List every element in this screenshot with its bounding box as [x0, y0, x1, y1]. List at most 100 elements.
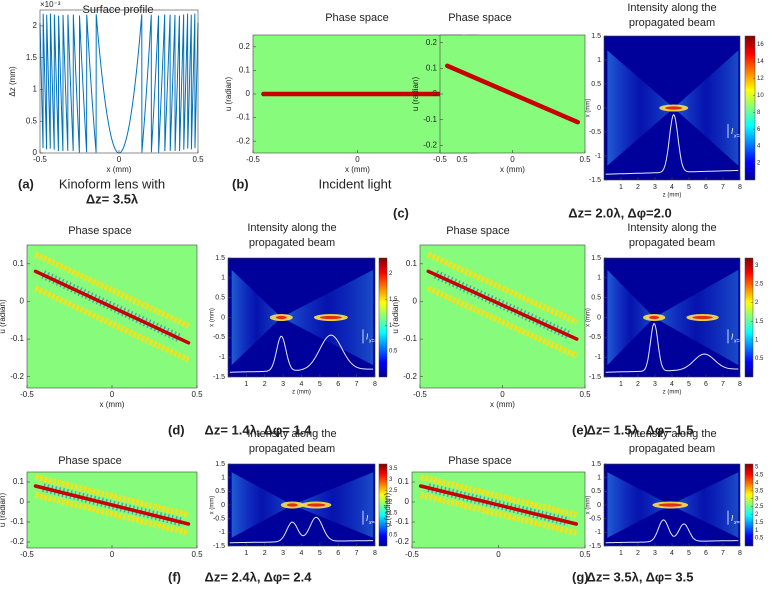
- panel-title: Intensity along the: [627, 222, 716, 234]
- phase-band: [445, 63, 580, 125]
- x-tick-label: 6: [704, 550, 708, 557]
- y-tick-label: 0.1: [13, 259, 25, 268]
- panel-title: Phase space: [448, 12, 512, 24]
- heatmap-background: [420, 245, 585, 388]
- x-axis-label: z (mm): [663, 390, 682, 396]
- colorbar-tick-label: 0.5: [389, 532, 398, 538]
- colorbar-tick-label: 2: [389, 271, 393, 277]
- panel-title: Phase space: [68, 225, 132, 237]
- colorbar-tick-label: 1: [389, 521, 393, 527]
- y-tick-label: 1.5: [26, 53, 38, 62]
- beam-cone: [673, 50, 739, 166]
- phase-spread: [427, 285, 578, 359]
- colorbar-tick-label: 2: [755, 512, 759, 518]
- y-tick-label: 0.2: [239, 42, 251, 51]
- axial-intensity-curve: [229, 334, 374, 373]
- colorbar-tick-label: 1.5: [389, 297, 398, 303]
- colorbar: [744, 463, 754, 547]
- x-tick-label: -0.5: [433, 155, 447, 164]
- y-axis-label: x (mm): [586, 99, 592, 118]
- y-axis-label: x (mm): [586, 496, 592, 515]
- caption-label: (b): [232, 176, 249, 191]
- y-axis-label: x (mm): [586, 308, 592, 327]
- y-tick-label: 0.1: [239, 66, 251, 75]
- y-tick-label: 0.1: [406, 259, 418, 268]
- colorbar-tick-label: 1.5: [755, 319, 764, 325]
- phase-band: [33, 269, 191, 345]
- y-tick-label: -1: [595, 153, 601, 160]
- colorbar-tick-label: 6: [757, 127, 761, 133]
- panel-title: Intensity along the: [627, 428, 716, 440]
- x-axis-label: x (mm): [345, 165, 370, 174]
- y-tick-label: 1: [221, 475, 225, 482]
- y-tick-label: 2: [33, 21, 38, 30]
- focal-spot: [658, 503, 683, 507]
- y-tick-label: 0: [597, 314, 601, 321]
- x-tick-label: 4: [300, 381, 304, 388]
- focal-spot: [307, 503, 326, 507]
- beam-cone: [607, 50, 674, 166]
- x-tick-label: 8: [373, 381, 377, 388]
- y-tick-label: -0.2: [236, 136, 250, 145]
- colorbar-tick-label: 1: [755, 337, 759, 343]
- colorbar-tick-label: 1: [389, 323, 393, 329]
- y-tick-label: 0: [597, 105, 601, 112]
- x-tick-label: 1: [619, 550, 623, 557]
- y-axis-label: u (radian): [391, 299, 400, 334]
- beam-cone: [231, 472, 293, 538]
- y-tick-label: -1.5: [589, 374, 601, 381]
- caption-text: Δz= 3.5λ: [86, 191, 139, 206]
- y-tick-label: 1.5: [215, 461, 225, 468]
- y-tick-label: 0: [221, 502, 225, 509]
- x-tick-label: 6: [704, 184, 708, 191]
- y-axis-label: u (radian): [0, 493, 7, 528]
- axial-intensity-curve: [605, 323, 739, 373]
- x-tick-label: 0.5: [191, 390, 203, 399]
- phase-spread: [427, 251, 578, 325]
- x-tick-label: 3: [281, 550, 285, 557]
- panel-title: Intensity along the: [247, 428, 336, 440]
- y-tick-label: 1: [221, 275, 225, 282]
- colorbar-tick-label: 2: [755, 300, 759, 306]
- y-tick-label: -0.5: [213, 334, 225, 341]
- beam-cone: [231, 269, 282, 366]
- phase-band: [33, 484, 191, 526]
- x-tick-label: 2: [263, 381, 267, 388]
- phase-band: [418, 484, 579, 526]
- y-tick-label: 0.1: [398, 477, 410, 486]
- phase-spread: [34, 251, 190, 329]
- x-tick-label: 0: [355, 155, 360, 164]
- y-axis-label: u (radian): [411, 77, 420, 112]
- y-tick-label: 1.5: [591, 461, 601, 468]
- colorbar-tick-label: 4: [755, 481, 759, 487]
- colorbar-tick-label: 1: [755, 528, 759, 534]
- axis-multiplier: ×10⁻³: [40, 0, 61, 9]
- focal-spot: [649, 315, 660, 320]
- colorbar-tick-label: 4.5: [755, 473, 764, 479]
- colorbar-tick-label: 2: [757, 161, 761, 167]
- x-tick-label: 0: [510, 155, 515, 164]
- x-tick-label: 6: [704, 381, 708, 388]
- y-tick-label: -1.5: [589, 543, 601, 550]
- x-tick-label: 0.5: [192, 155, 204, 164]
- y-tick-label: -0.2: [10, 372, 24, 381]
- x-axis-label: x (mm): [100, 400, 125, 409]
- colorbar-tick-label: 16: [757, 42, 764, 48]
- x-tick-label: 4: [670, 550, 674, 557]
- panel-title: propagated beam: [249, 237, 335, 249]
- y-tick-label: -1: [595, 354, 601, 361]
- colorbar-tick-label: 2.5: [755, 282, 764, 288]
- y-tick-label: -0.2: [395, 537, 409, 546]
- caption-text: Δz= 1.4λ, Δφ= 1.4: [204, 422, 312, 437]
- colorbar-tick-label: 3: [755, 263, 759, 269]
- colorbar-tick-label: 2: [389, 499, 393, 505]
- x-tick-label: 8: [738, 550, 742, 557]
- y-tick-label: 1.5: [591, 255, 601, 262]
- y-tick-label: -0.5: [589, 516, 601, 523]
- focal-spot: [286, 503, 298, 507]
- colorbar-tick-label: 2.5: [755, 504, 764, 510]
- y-tick-label: -0.5: [589, 129, 601, 136]
- panel-title: Surface profile: [83, 4, 154, 16]
- y-tick-label: -0.1: [423, 115, 437, 124]
- x-tick-label: 0: [110, 550, 115, 559]
